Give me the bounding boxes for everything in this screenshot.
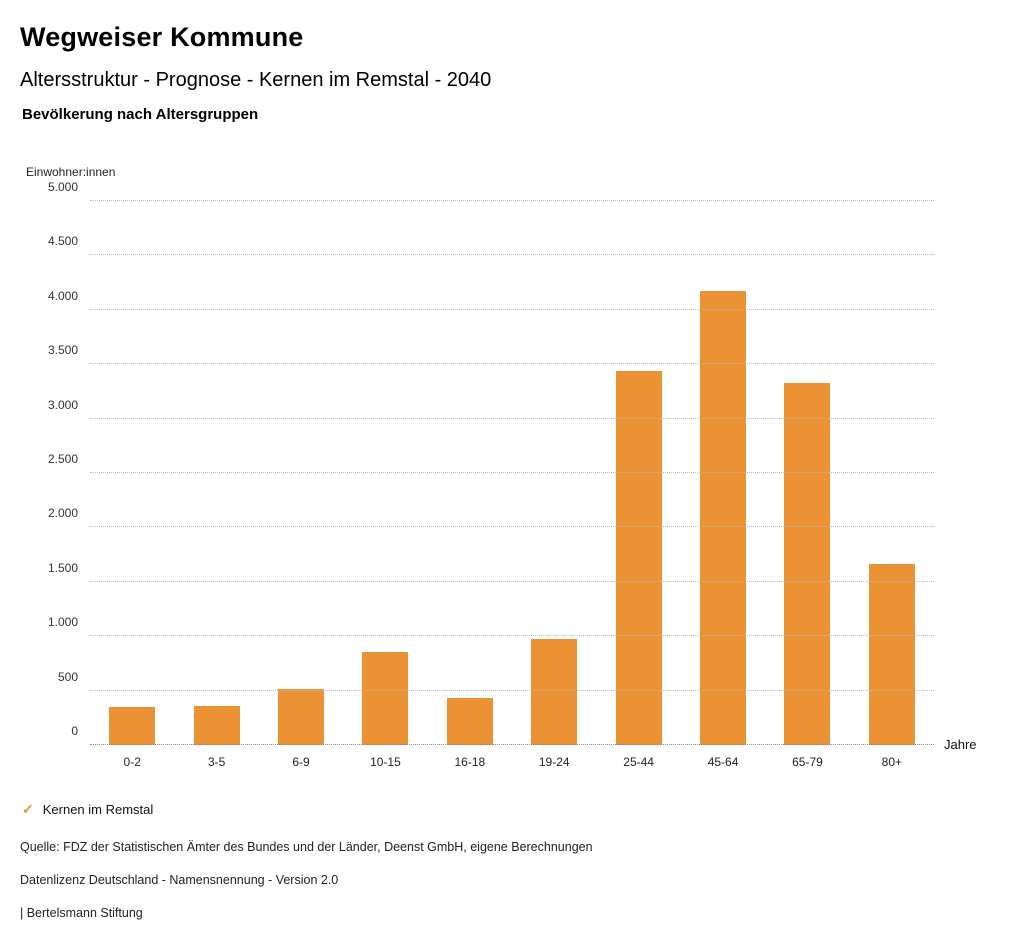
bar-column [681, 201, 765, 745]
x-tick-label: 19-24 [538, 755, 570, 769]
x-axis-tick-labels: 0-2 3-5 6-9 10-15 16-18 19-24 25-44 45-64 65-79 8… [90, 755, 934, 769]
x-tick-label: 16-18 [454, 755, 486, 769]
bar-19-24[interactable] [531, 638, 578, 745]
chart-section-heading: Bevölkerung nach Altersgruppen [22, 106, 259, 123]
bar-column [512, 201, 596, 745]
y-tick-label: 0 [71, 724, 78, 738]
gridline [90, 308, 934, 310]
license-text: Datenlizenz Deutschland - Namensnennung … [20, 873, 339, 887]
y-axis-label: Einwohner:innen [26, 165, 116, 179]
y-tick-label: 3.500 [47, 343, 78, 358]
y-tick-label: 2.000 [47, 506, 78, 521]
bar-column [596, 201, 680, 745]
y-tick-label: 1.000 [47, 615, 78, 630]
bar-65-79[interactable] [784, 382, 831, 745]
y-tick-label: 1.500 [47, 560, 78, 575]
bar-10-15[interactable] [362, 651, 409, 745]
gridline [90, 254, 934, 256]
gridline [90, 472, 934, 473]
chart-subtitle: Altersstruktur - Prognose - Kernen im Re… [20, 69, 492, 91]
gridline [90, 417, 934, 419]
y-tick-label: 500 [57, 669, 78, 684]
x-tick-label: 25-44 [623, 755, 654, 769]
legend-item-kernen-im-remstal[interactable]: ✓ Kernen im Remstal [22, 801, 1004, 818]
bar-column [343, 201, 427, 745]
attribution-text: | Bertelsmann Stiftung [20, 906, 143, 920]
x-tick-label: 65-79 [792, 755, 823, 769]
plot-area: Jahre 0 500 1.000 1.500 2.000 2.500 3.000 3.500… [48, 180, 977, 752]
bar-column [90, 201, 174, 745]
bar-45-64[interactable] [700, 291, 747, 745]
source-text: Quelle: FDZ der Statistischen Ämter des … [20, 840, 593, 854]
x-tick-label: 80+ [881, 755, 903, 769]
gridline [90, 689, 934, 691]
y-tick-label: 4.000 [47, 288, 78, 303]
bar-column [850, 201, 934, 745]
bar-25-44[interactable] [615, 370, 662, 745]
footer: Quelle: FDZ der Statistischen Ämter des … [20, 840, 1004, 920]
x-tick-label: 3-5 [207, 755, 226, 769]
gridline [90, 526, 934, 528]
y-tick-label: 5.000 [47, 180, 78, 194]
gridline [90, 363, 934, 365]
legend-label: Kernen im Remstal [42, 802, 154, 817]
y-tick-label: 2.500 [47, 452, 78, 466]
bar-column [428, 201, 512, 745]
x-axis-unit-label: Jahre [944, 737, 977, 752]
y-tick-label: 4.500 [47, 234, 78, 249]
bar-0-2[interactable] [109, 706, 156, 745]
gridline [90, 635, 934, 637]
app-title: Wegweiser Kommune [20, 22, 304, 52]
y-tick-label: 3.000 [47, 397, 78, 412]
gridline [90, 580, 934, 582]
bar-3-5[interactable] [193, 705, 240, 745]
bar-column [174, 201, 258, 745]
legend-check-icon: ✓ [22, 801, 34, 817]
x-tick-label: 45-64 [707, 755, 739, 769]
gridline [90, 744, 934, 745]
gridline [90, 200, 934, 201]
x-tick-label: 6-9 [292, 755, 310, 769]
bar-16-18[interactable] [446, 697, 493, 745]
bar-column [765, 201, 849, 745]
bar-column [259, 201, 343, 745]
x-tick-label: 10-15 [370, 755, 401, 769]
bar-6-9[interactable] [278, 688, 325, 745]
bar-series [90, 201, 934, 745]
bar-80+[interactable] [868, 563, 915, 745]
x-tick-label: 0-2 [123, 755, 141, 769]
